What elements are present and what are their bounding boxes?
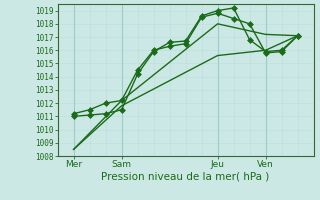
- X-axis label: Pression niveau de la mer( hPa ): Pression niveau de la mer( hPa ): [101, 172, 270, 182]
